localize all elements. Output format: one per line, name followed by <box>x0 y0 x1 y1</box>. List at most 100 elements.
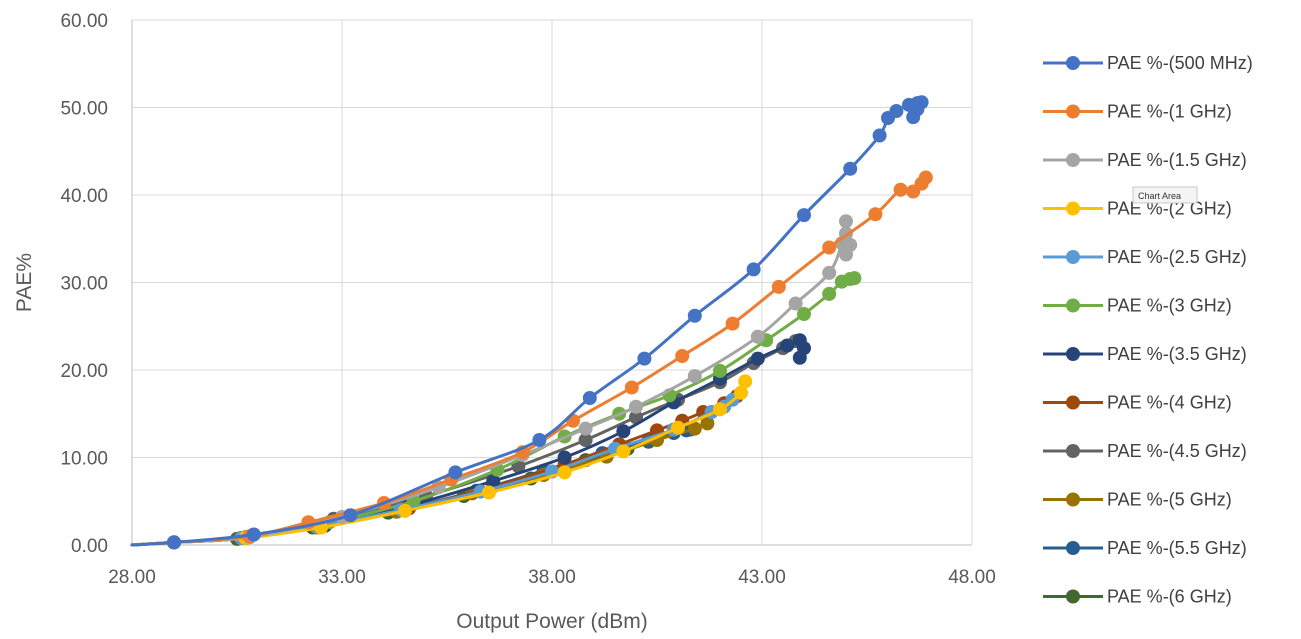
series-line <box>130 276 856 547</box>
legend-label: PAE %-(2.5 GHz) <box>1107 247 1247 267</box>
data-point <box>343 508 358 523</box>
data-point <box>675 349 690 363</box>
legend-item[interactable]: PAE %-(2.5 GHz) <box>1043 247 1247 267</box>
legend-label: PAE %-(1 GHz) <box>1107 102 1232 122</box>
data-point <box>788 296 803 311</box>
legend-item[interactable]: PAE %-(500 MHz) <box>1043 53 1253 73</box>
series-5 <box>130 271 862 550</box>
chart-area-tooltip: Chart Area <box>1132 186 1198 204</box>
data-point <box>616 424 631 439</box>
data-point <box>750 329 765 344</box>
legend-marker <box>1066 444 1080 458</box>
series-1 <box>130 170 933 550</box>
legend-label: PAE %-(3 GHz) <box>1107 296 1232 316</box>
legend-marker <box>1066 395 1080 410</box>
legend-item[interactable]: PAE %-(1.5 GHz) <box>1043 150 1247 170</box>
legend-item[interactable]: PAE %-(5 GHz) <box>1043 490 1232 510</box>
data-point <box>889 104 904 118</box>
data-point <box>486 474 501 489</box>
data-point <box>557 465 572 480</box>
data-point <box>448 465 463 480</box>
series-line <box>130 176 928 547</box>
legend-item[interactable]: PAE %-(4.5 GHz) <box>1043 441 1247 461</box>
data-point <box>797 208 811 223</box>
data-point <box>246 527 261 542</box>
data-point <box>780 338 795 353</box>
legend-item[interactable]: PAE %-(3 GHz) <box>1043 296 1232 316</box>
data-point <box>918 170 933 185</box>
data-point <box>482 485 496 500</box>
legend-item[interactable]: PAE %-(1 GHz) <box>1043 102 1232 122</box>
legend-item[interactable]: PAE %-(6 GHz) <box>1043 587 1232 607</box>
data-point <box>629 399 643 414</box>
y-tick-label: 60.00 <box>60 11 108 32</box>
legend-marker <box>1066 347 1080 361</box>
y-tick-label: 30.00 <box>60 274 108 295</box>
series-10 <box>130 422 698 550</box>
data-point <box>167 535 181 550</box>
legend-marker <box>1066 298 1080 313</box>
legend-marker <box>1066 541 1080 555</box>
data-point <box>868 207 883 222</box>
x-tick-label: 48.00 <box>948 567 996 588</box>
legend-marker <box>1066 492 1080 507</box>
data-point <box>671 420 685 435</box>
data-point <box>822 240 837 255</box>
data-point <box>822 286 837 301</box>
legend-label: PAE %-(1.5 GHz) <box>1107 150 1247 170</box>
data-point <box>398 503 412 518</box>
data-point <box>746 262 761 277</box>
y-tick-label: 0.00 <box>71 536 108 557</box>
x-tick-label: 38.00 <box>528 567 576 588</box>
series-7 <box>130 389 744 550</box>
data-point <box>725 316 740 331</box>
x-axis-title: Output Power (dBm) <box>456 610 647 633</box>
tooltip-text: Chart Area <box>1138 191 1181 201</box>
data-point <box>578 433 593 447</box>
data-point <box>734 385 748 400</box>
series-8 <box>130 334 803 550</box>
data-point <box>582 391 597 405</box>
y-tick-label: 10.00 <box>60 449 108 470</box>
data-point <box>792 350 807 365</box>
data-point <box>557 450 572 465</box>
series-6 <box>130 333 811 550</box>
legend-marker <box>1066 201 1080 216</box>
data-point <box>771 279 786 294</box>
data-point <box>822 265 837 280</box>
x-tick-label: 33.00 <box>318 567 366 588</box>
x-tick-label: 28.00 <box>108 567 156 588</box>
data-point <box>687 421 702 436</box>
data-point <box>532 433 547 447</box>
gridlines <box>131 19 973 546</box>
legend-item[interactable]: PAE %-(3.5 GHz) <box>1043 344 1247 364</box>
y-tick-label: 40.00 <box>60 186 108 207</box>
y-tick-label: 20.00 <box>60 361 108 382</box>
data-point <box>713 363 727 378</box>
data-point <box>713 402 727 417</box>
data-point <box>700 416 715 431</box>
legend-marker <box>1066 589 1080 604</box>
data-point <box>797 307 811 321</box>
axes: 0.00 10.00 20.00 30.00 40.00 50.00 60.00 28.00 3… <box>60 11 995 588</box>
series-line <box>130 437 659 547</box>
data-point <box>687 369 702 384</box>
legend-label: PAE %-(4 GHz) <box>1107 393 1232 413</box>
legend-marker <box>1066 104 1080 119</box>
legend-label: PAE %-(4.5 GHz) <box>1107 441 1247 461</box>
data-point <box>847 271 862 286</box>
legend-item[interactable]: PAE %-(4 GHz) <box>1043 393 1232 413</box>
legend-item[interactable]: PAE %-(5.5 GHz) <box>1043 538 1247 558</box>
data-point <box>624 380 639 395</box>
data-point <box>687 308 702 323</box>
legend-label: PAE %-(5.5 GHz) <box>1107 538 1247 558</box>
legend-marker <box>1066 250 1080 264</box>
data-point <box>637 351 652 366</box>
tooltip-box <box>1132 186 1198 204</box>
data-point <box>616 444 631 459</box>
legend[interactable]: PAE %-(500 MHz) PAE %-(1 GHz) PAE %-(1.5 G… <box>1043 53 1253 607</box>
x-tick-label: 43.00 <box>738 567 786 588</box>
series-line <box>130 428 693 547</box>
legend-label: PAE %-(3.5 GHz) <box>1107 344 1247 364</box>
